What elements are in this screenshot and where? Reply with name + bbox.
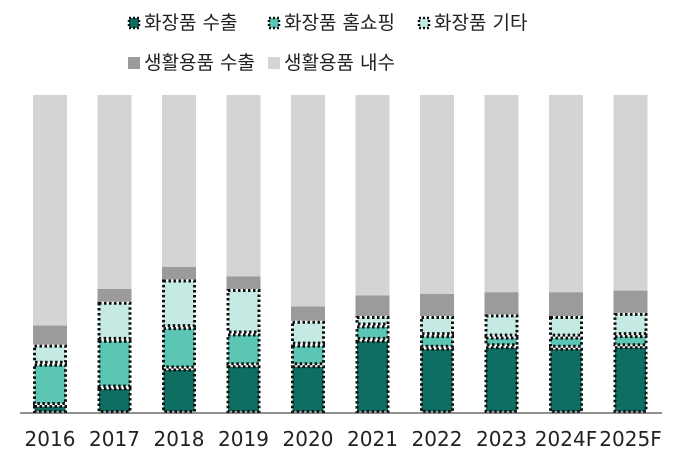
bar-segment xyxy=(355,316,390,326)
bar-segment xyxy=(162,279,196,328)
bar-segment xyxy=(33,344,67,364)
x-tick-label: 2020 xyxy=(283,427,334,451)
bar-segment xyxy=(484,95,519,293)
bar-segment xyxy=(613,312,648,336)
x-tick-label: 2025F xyxy=(599,427,661,451)
bar-segment xyxy=(97,95,132,289)
bar-segment xyxy=(226,95,261,277)
bar-segment xyxy=(355,339,390,413)
bar-segment xyxy=(549,347,583,413)
bar-segment xyxy=(613,95,648,291)
bar-segment xyxy=(162,368,196,414)
bar-segment xyxy=(613,335,648,347)
x-tick-label: 2024F xyxy=(535,427,597,451)
x-tick-label: 2019 xyxy=(218,427,269,451)
bar-segment xyxy=(291,320,325,345)
legend-label: 생활용품 내수 xyxy=(284,52,395,74)
bar-segment xyxy=(484,336,519,347)
bar-segment xyxy=(291,365,325,413)
bar-segment xyxy=(613,346,648,413)
bar-segment xyxy=(355,325,390,340)
bar-segment xyxy=(97,288,132,302)
bar-segment xyxy=(420,293,454,317)
x-tick-label: 2016 xyxy=(25,427,76,451)
bar-segment xyxy=(33,363,67,406)
bar-segment xyxy=(162,327,196,369)
bar-segment xyxy=(162,266,196,280)
legend-swatch xyxy=(268,57,280,69)
bars-group xyxy=(33,95,648,414)
x-tick-label: 2023 xyxy=(476,427,527,451)
bar-segment xyxy=(226,333,261,366)
legend-label: 화장품 홈쇼핑 xyxy=(284,12,395,34)
bar-segment xyxy=(291,344,325,366)
bar-segment xyxy=(226,276,261,289)
bar-segment xyxy=(33,95,67,326)
bar-segment xyxy=(484,314,519,337)
bar-segment xyxy=(549,95,583,293)
bar-segment xyxy=(97,387,132,413)
bar-segment xyxy=(291,95,325,307)
bar-segment xyxy=(355,295,390,317)
bar-segment xyxy=(549,336,583,348)
bar-segment xyxy=(226,288,261,334)
bar-segment xyxy=(97,339,132,388)
legend-label: 생활용품 수출 xyxy=(144,52,255,74)
bar-segment xyxy=(484,292,519,315)
bar-segment xyxy=(420,316,454,336)
x-tick-label: 2021 xyxy=(347,427,398,451)
bar-segment xyxy=(226,365,261,413)
legend-swatch xyxy=(417,16,431,30)
legend-label: 화장품 수출 xyxy=(144,12,237,34)
x-tick-label: 2022 xyxy=(412,427,463,451)
bar-segment xyxy=(420,335,454,348)
x-tick-label: 2017 xyxy=(89,427,140,451)
x-axis-ticks: 2016 2017 2018 2019 2020 2021 2022 2023 2024F 202… xyxy=(25,427,662,451)
bar-segment xyxy=(355,95,390,296)
bar-segment xyxy=(420,347,454,413)
bar-segment xyxy=(420,95,454,294)
bar-segment xyxy=(484,346,519,413)
bar-segment xyxy=(33,325,67,345)
x-tick-label: 2018 xyxy=(154,427,205,451)
legend-swatch xyxy=(127,16,141,30)
bar-segment xyxy=(33,405,67,413)
legend-label: 화장품 기타 xyxy=(434,12,527,34)
bar-segment xyxy=(549,292,583,317)
bar-segment xyxy=(549,316,583,337)
legend-swatch xyxy=(128,57,140,69)
legend-swatch xyxy=(267,16,281,30)
bar-segment xyxy=(162,95,196,267)
bar-segment xyxy=(291,306,325,321)
bar-segment xyxy=(613,290,648,313)
bar-segment xyxy=(97,301,132,340)
